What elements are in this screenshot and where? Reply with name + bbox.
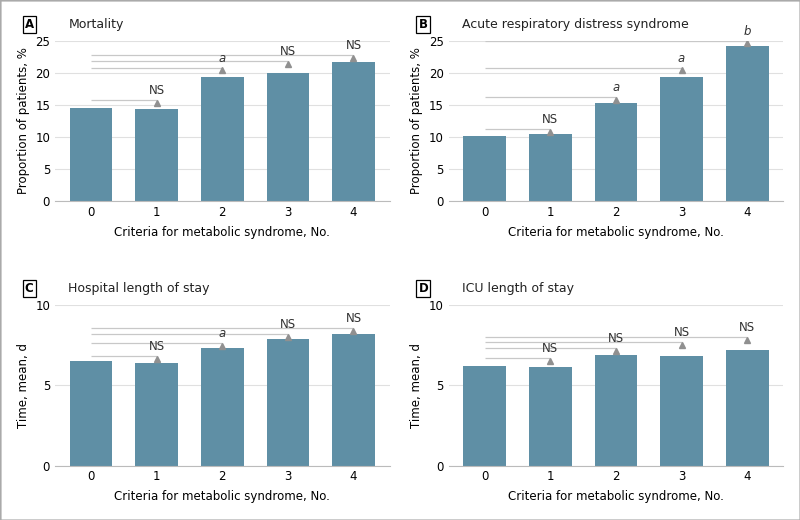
Bar xyxy=(660,76,703,201)
X-axis label: Criteria for metabolic syndrome, No.: Criteria for metabolic syndrome, No. xyxy=(114,490,330,503)
Text: b: b xyxy=(743,24,751,37)
Text: NS: NS xyxy=(608,332,624,345)
X-axis label: Criteria for metabolic syndrome, No.: Criteria for metabolic syndrome, No. xyxy=(114,226,330,239)
Text: Hospital length of stay: Hospital length of stay xyxy=(68,282,210,295)
Text: a: a xyxy=(678,51,686,64)
Y-axis label: Proportion of patients, %: Proportion of patients, % xyxy=(17,47,30,194)
Text: a: a xyxy=(218,51,226,64)
Text: NS: NS xyxy=(739,321,755,334)
Text: a: a xyxy=(612,81,620,94)
X-axis label: Criteria for metabolic syndrome, No.: Criteria for metabolic syndrome, No. xyxy=(508,226,724,239)
Bar xyxy=(70,108,112,201)
Bar xyxy=(594,355,638,465)
Bar xyxy=(332,334,375,465)
Text: NS: NS xyxy=(149,340,165,353)
Bar xyxy=(726,46,769,201)
Text: NS: NS xyxy=(674,326,690,339)
Bar xyxy=(529,135,572,201)
Bar xyxy=(266,339,310,465)
Text: A: A xyxy=(25,18,34,31)
Text: a: a xyxy=(218,328,226,341)
Text: B: B xyxy=(418,18,427,31)
Bar xyxy=(463,366,506,465)
Bar xyxy=(529,368,572,465)
Bar xyxy=(726,350,769,465)
Text: NS: NS xyxy=(542,342,558,355)
Text: NS: NS xyxy=(346,312,362,325)
Y-axis label: Time, mean, d: Time, mean, d xyxy=(410,343,423,427)
Text: C: C xyxy=(25,282,34,295)
Y-axis label: Time, mean, d: Time, mean, d xyxy=(17,343,30,427)
Text: D: D xyxy=(418,282,428,295)
Bar xyxy=(70,361,112,465)
X-axis label: Criteria for metabolic syndrome, No.: Criteria for metabolic syndrome, No. xyxy=(508,490,724,503)
Bar xyxy=(201,348,243,465)
Text: NS: NS xyxy=(280,318,296,331)
Text: Acute respiratory distress syndrome: Acute respiratory distress syndrome xyxy=(462,18,689,31)
Text: Mortality: Mortality xyxy=(68,18,124,31)
Bar xyxy=(135,109,178,201)
Text: ICU length of stay: ICU length of stay xyxy=(462,282,574,295)
Bar xyxy=(594,103,638,201)
Y-axis label: Proportion of patients, %: Proportion of patients, % xyxy=(410,47,423,194)
Text: NS: NS xyxy=(346,39,362,52)
Bar xyxy=(463,136,506,201)
Bar xyxy=(332,62,375,201)
Bar xyxy=(201,76,243,201)
Text: NS: NS xyxy=(280,45,296,58)
Bar xyxy=(266,73,310,201)
Bar xyxy=(660,356,703,465)
Bar xyxy=(135,362,178,465)
Text: NS: NS xyxy=(149,84,165,97)
Text: NS: NS xyxy=(542,113,558,126)
